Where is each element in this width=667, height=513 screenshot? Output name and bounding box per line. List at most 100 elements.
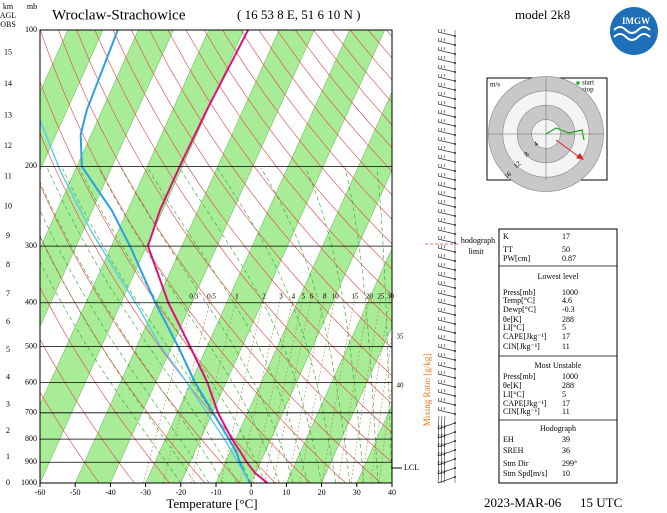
barb-flag	[440, 100, 443, 105]
moist-adiabat	[217, 168, 336, 483]
barb-flag	[437, 82, 440, 87]
barb-flag	[440, 181, 443, 186]
table-value: 5	[562, 323, 566, 332]
barb-flag	[437, 289, 440, 294]
mixing-ratio-label: 25	[377, 292, 385, 300]
barb	[437, 238, 456, 244]
table-key: Stm Dir	[503, 459, 529, 468]
dry-adiabat	[131, 30, 392, 377]
table-key: CIN[Jkg⁻¹]	[503, 342, 540, 351]
mixing-ratio-label: 3	[279, 292, 283, 300]
barb-flag	[437, 325, 440, 330]
barb-flag	[443, 253, 446, 258]
barb-dot	[454, 233, 456, 235]
table-value: 299°	[562, 459, 577, 468]
barb-flag	[440, 352, 443, 357]
mixing-ratio-line	[273, 292, 313, 483]
legend-start: start	[582, 79, 594, 87]
barb-flag	[440, 190, 443, 195]
legend-stop: stop	[582, 86, 594, 94]
table-value: 17	[562, 232, 570, 241]
barb-flag	[443, 316, 446, 321]
mixing-ratio-label: 30	[387, 292, 395, 300]
barb-flag	[440, 28, 443, 33]
moist-adiabat	[147, 168, 308, 483]
barb	[437, 130, 456, 136]
mixing-ratio-line	[337, 292, 371, 483]
barb-flag	[443, 460, 446, 475]
barb-dot	[454, 458, 456, 460]
barb-flag	[440, 415, 443, 430]
barb-flag	[437, 28, 440, 33]
barb-dot	[454, 404, 456, 406]
barb-dot	[454, 35, 456, 37]
km-tick-label: 2	[6, 426, 10, 435]
barb-flag	[437, 226, 440, 231]
table-value: 288	[562, 381, 574, 390]
barb-flag	[437, 37, 440, 42]
profile-line	[40, 118, 249, 481]
moist-adiabat	[40, 236, 196, 483]
barb-flag	[443, 127, 446, 132]
barb	[437, 67, 456, 73]
barb-dot	[454, 44, 456, 46]
table-section-title: Hodograph	[540, 424, 576, 433]
barb-dot	[454, 215, 456, 217]
barb-flag	[443, 235, 446, 240]
barb-flag	[437, 397, 440, 402]
barb-flag	[440, 82, 443, 87]
barb-flag	[443, 433, 446, 448]
barb-flag	[440, 307, 443, 312]
barb	[437, 364, 456, 370]
x-tick-label: 0	[249, 488, 253, 497]
x-tick-label: 10	[282, 488, 290, 497]
moist-adiabat	[40, 209, 210, 483]
km-tick-label: 4	[6, 372, 10, 381]
barb	[437, 139, 456, 145]
dry-adiabat	[40, 235, 206, 483]
mixing-ratio-label: 0.3	[189, 292, 198, 300]
barb-flag	[440, 37, 443, 42]
barb	[437, 283, 456, 289]
barb-flag	[440, 262, 443, 267]
barb-dot	[454, 422, 456, 424]
barb-flag	[440, 424, 443, 439]
km-tick-label: 0	[6, 478, 10, 487]
barb-dot	[454, 296, 456, 298]
barb-flag	[437, 190, 440, 195]
km-tick-label: 1	[6, 452, 10, 461]
barb-flag	[437, 460, 440, 475]
isotherm	[40, 30, 104, 171]
barb-flag	[440, 145, 443, 150]
barb-flag	[443, 136, 446, 141]
barb	[437, 400, 456, 406]
mixing-ratio-line	[350, 292, 382, 483]
hodograph-trace	[545, 127, 585, 141]
table-value: 10	[562, 469, 570, 478]
barb-flag	[443, 298, 446, 303]
barb-flag	[437, 163, 440, 168]
barb	[437, 409, 456, 415]
barb-flag	[440, 379, 443, 384]
isotherm-band	[75, 30, 315, 483]
km-tick-label: 15	[4, 47, 12, 56]
barb-flag	[437, 442, 440, 457]
barb-flag	[437, 55, 440, 60]
barb-flag	[440, 91, 443, 96]
km-tick-label: 13	[4, 110, 12, 119]
barb-flag	[440, 136, 443, 141]
mixing-ratio-label: 40	[397, 381, 405, 389]
barb-dot	[454, 278, 456, 280]
barb	[437, 247, 456, 253]
barb-flag	[440, 469, 443, 484]
barb-flag	[443, 271, 446, 276]
hodograph-unit: m/s	[490, 81, 500, 89]
table-key: LI[°C]	[503, 323, 525, 332]
mixing-ratio-label: 4	[292, 292, 296, 300]
dry-adiabat	[167, 30, 392, 322]
mixing-ratio-line	[287, 292, 326, 483]
dry-adiabat	[112, 30, 392, 405]
barb	[437, 373, 456, 379]
mixing-ratio-label: 0.5	[207, 292, 216, 300]
x-tick-label: -40	[105, 488, 116, 497]
